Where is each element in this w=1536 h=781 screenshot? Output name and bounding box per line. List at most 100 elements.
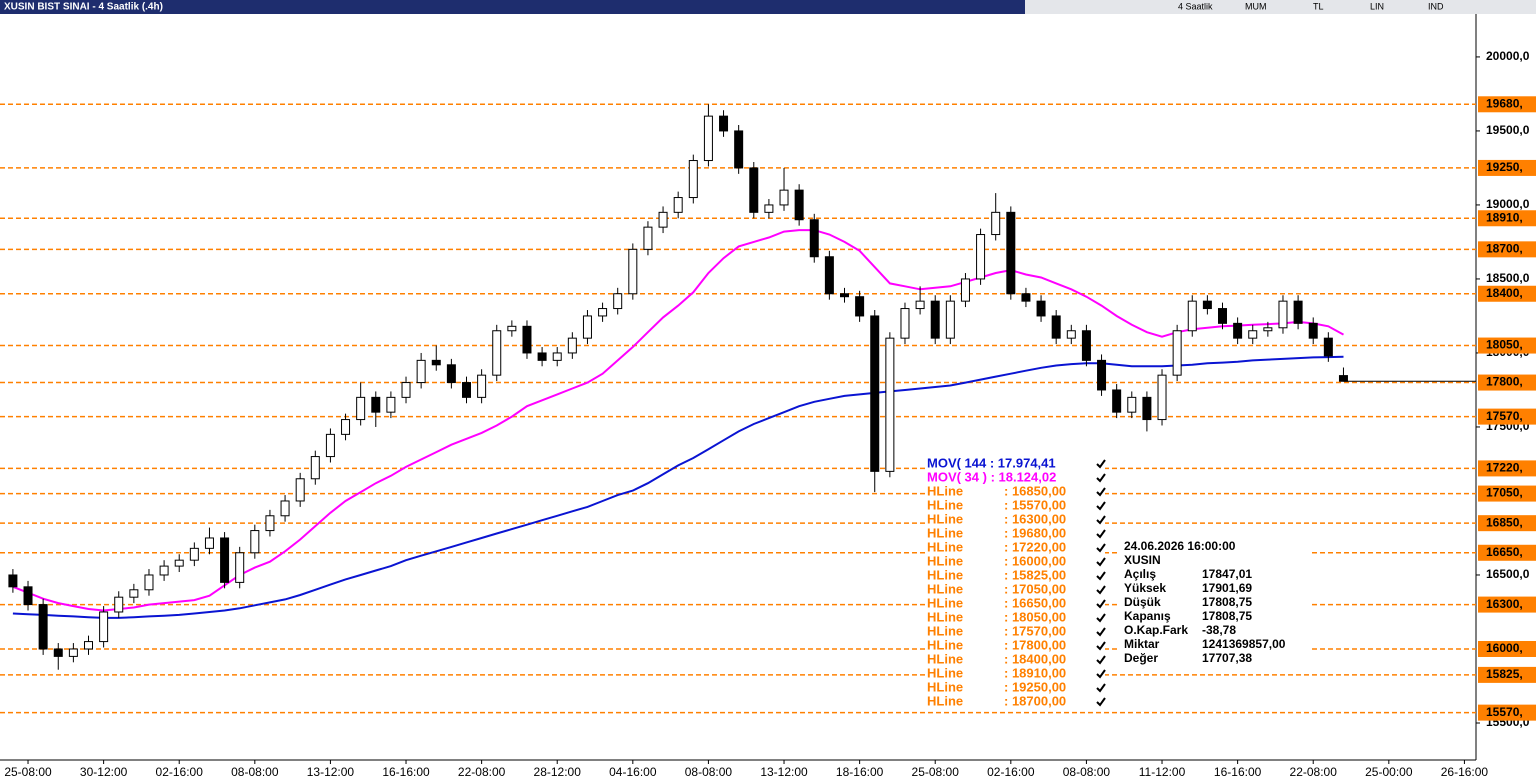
toolbar-item[interactable]: 4 Saatlik [1178, 1, 1213, 11]
hline-legend-name[interactable]: HLine [927, 609, 963, 624]
toolbar-item[interactable]: TL [1313, 1, 1324, 11]
hline-legend-value: : 18050,00 [1004, 609, 1066, 624]
legend-row-bg [925, 667, 1105, 681]
candle-body [764, 204, 774, 213]
hline-tag: 16850, [1486, 515, 1523, 529]
hline-legend-name[interactable]: HLine [927, 525, 963, 540]
hline-legend-name[interactable]: HLine [927, 539, 963, 554]
candle-layer [8, 104, 1476, 670]
legend-entry[interactable]: MOV( 34 ) : 18.124,02 [927, 469, 1056, 484]
candle-body [265, 515, 275, 532]
candle-body [855, 296, 865, 317]
check-icon [1096, 571, 1106, 581]
legend-row-bg [925, 695, 1105, 709]
legend-row-bg [925, 485, 1105, 499]
candle-body [1218, 308, 1227, 324]
hline-legend-name[interactable]: HLine [927, 581, 963, 596]
y-tick-label: 20000,0 [1486, 49, 1530, 63]
check-icon [1096, 501, 1106, 511]
hline-legend-name[interactable]: HLine [927, 497, 963, 512]
hline-legend-name[interactable]: HLine [927, 637, 963, 652]
info-label: Yüksek [1124, 581, 1166, 595]
candle-body [809, 219, 819, 258]
x-tick-label: 16-16:00 [382, 765, 430, 779]
y-tick-label: 19000,0 [1486, 197, 1530, 211]
candle-body [824, 256, 834, 295]
candle-body [598, 308, 608, 317]
candle-body [1036, 300, 1046, 317]
hline-legend-value: : 17220,00 [1004, 539, 1066, 554]
legend-entry[interactable]: MOV( 144 : 17.974,41 [927, 455, 1056, 470]
check-icon [1096, 599, 1106, 609]
info-value: 17901,69 [1202, 581, 1252, 595]
hline-tag: 15570, [1486, 705, 1523, 719]
candle-body [431, 359, 441, 366]
candle-body [38, 604, 48, 650]
x-tick-label: 08-08:00 [685, 765, 733, 779]
hline-legend-name[interactable]: HLine [927, 567, 963, 582]
legend-row-bg [925, 513, 1105, 527]
info-label: O.Kap.Fark [1124, 623, 1188, 637]
hline-legend-name[interactable]: HLine [927, 693, 963, 708]
candle-body [280, 500, 290, 517]
candle-body [779, 189, 789, 206]
legend-row-bg [925, 653, 1105, 667]
legend-row-bg [925, 583, 1105, 597]
legend-row-bg [925, 611, 1105, 625]
legend-row-bg [1120, 554, 1310, 568]
candle-body [477, 374, 487, 398]
candle-body [84, 641, 93, 650]
hline-legend-name[interactable]: HLine [927, 483, 963, 498]
candle-body [1187, 300, 1197, 332]
toolbar-item[interactable]: MUM [1245, 1, 1267, 11]
hline-legend-name[interactable]: HLine [927, 553, 963, 568]
hline-legend-value: : 15570,00 [1004, 497, 1066, 512]
check-icon [1096, 515, 1106, 525]
candle-body [220, 537, 230, 583]
hline-legend-name[interactable]: HLine [927, 595, 963, 610]
legend-row-bg [925, 681, 1105, 695]
candle-body [53, 648, 63, 657]
hline-legend-value: : 15825,00 [1004, 567, 1066, 582]
hline-legend-value: : 17800,00 [1004, 637, 1066, 652]
legend-row-bg [925, 555, 1105, 569]
candle-body [492, 330, 502, 376]
hline-legend-name[interactable]: HLine [927, 511, 963, 526]
hline-tag-bg [1478, 544, 1536, 561]
hline-legend-name[interactable]: HLine [927, 623, 963, 638]
hline-tag-bg [1478, 285, 1536, 302]
candle-body [567, 337, 577, 354]
candle-body [174, 559, 184, 567]
info-label: Kapanış [1124, 609, 1171, 623]
candle-body [1051, 315, 1061, 339]
candle-body [1308, 322, 1318, 339]
candle-body [1157, 374, 1167, 421]
candle-body [23, 586, 33, 606]
candle-body [310, 456, 320, 480]
candle-body [840, 293, 849, 298]
legend-row-bg [1120, 624, 1310, 638]
hline-legend-name[interactable]: HLine [927, 679, 963, 694]
toolbar-item[interactable]: IND [1428, 1, 1444, 11]
candle-body [658, 211, 668, 228]
candle-body [900, 308, 910, 339]
candle-body [703, 115, 713, 162]
legend-row-bg [925, 457, 1105, 471]
hline-tag-bg [1478, 96, 1536, 113]
check-icon [1096, 459, 1106, 469]
hline-legend-name[interactable]: HLine [927, 651, 963, 666]
check-icon [1096, 613, 1106, 623]
toolbar-item[interactable]: LIN [1370, 1, 1384, 11]
y-tick-label: 18500,0 [1486, 271, 1530, 285]
check-icon [1096, 641, 1106, 651]
candle-body [628, 248, 638, 295]
candle-body [68, 648, 78, 657]
hline-legend-name[interactable]: HLine [927, 665, 963, 680]
candle-body [114, 596, 124, 613]
info-label: Açılış [1124, 567, 1156, 581]
check-icon [1096, 669, 1106, 679]
candle-body [401, 382, 411, 398]
candle-body [719, 115, 729, 132]
hline-legend-value: : 16000,00 [1004, 553, 1066, 568]
